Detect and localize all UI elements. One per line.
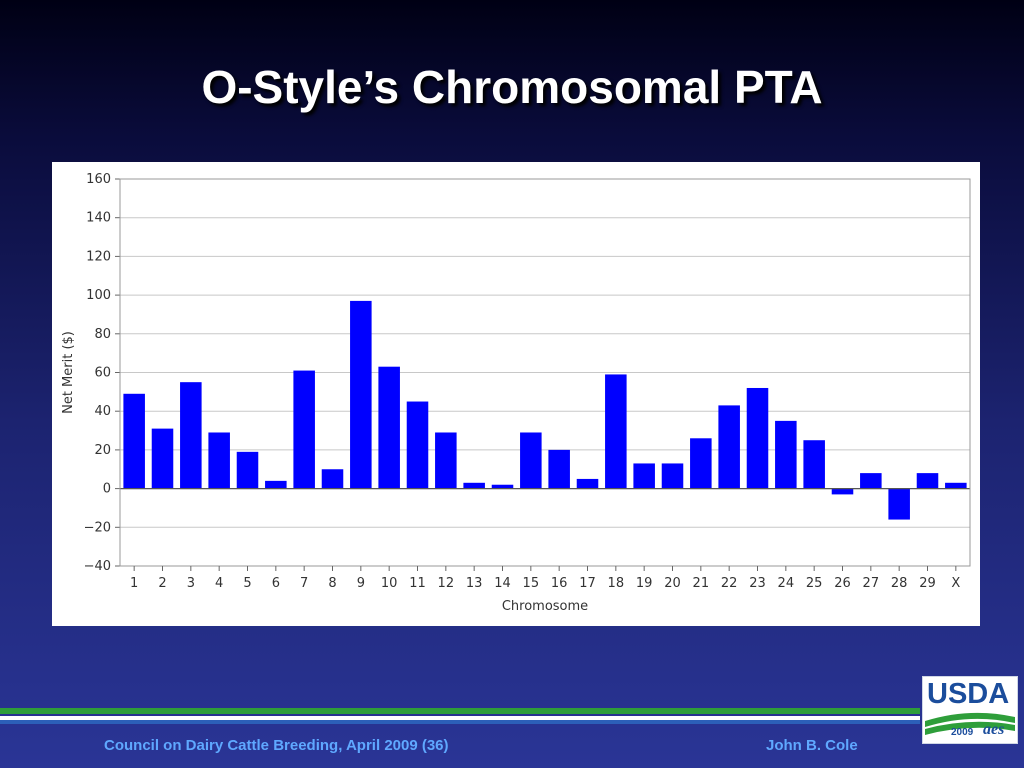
bar — [576, 478, 599, 489]
x-axis-label: Chromosome — [502, 599, 588, 614]
bar — [208, 432, 230, 489]
bar — [151, 428, 174, 489]
bar — [945, 482, 967, 489]
bar — [803, 440, 825, 489]
x-tick-label: 15 — [523, 576, 540, 591]
y-tick-label: 40 — [94, 404, 111, 419]
bar — [860, 473, 882, 489]
bar — [236, 451, 259, 489]
x-tick-label: 22 — [721, 576, 738, 591]
x-tick-label: 8 — [328, 576, 336, 591]
x-tick-label: 21 — [693, 576, 710, 591]
bar — [520, 432, 542, 489]
y-axis-label: Net Merit ($) — [61, 331, 76, 414]
x-tick-label: 29 — [919, 576, 936, 591]
x-tick-label: 24 — [778, 576, 795, 591]
x-tick-label: 5 — [243, 576, 251, 591]
y-tick-label: 0 — [103, 482, 111, 497]
y-tick-label: 140 — [86, 211, 111, 226]
bar — [265, 480, 287, 489]
bar — [888, 488, 910, 520]
y-tick-label: −20 — [84, 520, 111, 535]
x-tick-label: 20 — [664, 576, 681, 591]
footer-conference: Council on Dairy Cattle Breeding, April … — [104, 737, 449, 754]
x-tick-label: 25 — [806, 576, 823, 591]
y-tick-label: 100 — [86, 288, 111, 303]
x-tick-label: 26 — [834, 576, 851, 591]
x-tick-label: 12 — [438, 576, 455, 591]
bar — [605, 374, 627, 489]
x-tick-label: 27 — [863, 576, 880, 591]
bar — [321, 469, 344, 489]
bar — [831, 488, 854, 495]
plot-frame — [119, 178, 971, 567]
footer-stripe-white — [0, 716, 920, 720]
footer-author: John B. Cole — [766, 737, 858, 754]
bar — [463, 482, 485, 489]
x-tick-label: 11 — [409, 576, 426, 591]
footer-stripe-green — [0, 708, 920, 714]
usda-logo-text: USDA — [927, 678, 1010, 710]
usda-logo-year: 2009 — [951, 727, 974, 738]
bar — [406, 401, 429, 489]
x-tick-label: 9 — [357, 576, 365, 591]
y-tick-label: 20 — [94, 443, 111, 458]
bar — [491, 484, 514, 489]
bar — [435, 432, 457, 489]
y-tick-label: 60 — [94, 366, 111, 381]
bar — [123, 393, 145, 489]
y-tick-label: 120 — [86, 249, 111, 264]
chart-panel: −40 −20 0 20 40 60 80 100 120 140 160 1 2 3 4 5 6 7 8 9 10 11… — [52, 162, 980, 626]
bar — [548, 449, 570, 489]
x-tick-label: 13 — [466, 576, 483, 591]
bar — [378, 366, 400, 489]
bar — [661, 463, 684, 489]
bar — [180, 382, 202, 489]
x-tick-label: 23 — [749, 576, 766, 591]
x-tick-label: 28 — [891, 576, 908, 591]
x-tick-label: 19 — [636, 576, 653, 591]
bar — [718, 405, 740, 489]
x-tick-label: 18 — [608, 576, 625, 591]
x-tick-label: 16 — [551, 576, 568, 591]
bar — [746, 387, 769, 489]
usda-field-icon — [925, 712, 1015, 735]
x-tick-label: 17 — [579, 576, 596, 591]
bar — [775, 420, 797, 489]
bar — [350, 300, 372, 489]
x-tick-label: 3 — [187, 576, 195, 591]
x-tick-label: 1 — [130, 576, 138, 591]
x-tick-label: 6 — [272, 576, 280, 591]
aes-logo-mark: aes — [983, 721, 1005, 738]
x-tick-label: 4 — [215, 576, 223, 591]
x-tick-label: 14 — [494, 576, 511, 591]
bar — [690, 438, 712, 489]
x-tick-label: 2 — [158, 576, 166, 591]
y-tick-label: 80 — [94, 327, 111, 342]
footer-stripe-blue — [0, 720, 920, 724]
x-tick-label: X — [951, 576, 960, 591]
y-tick-label: −40 — [84, 559, 111, 574]
bar — [633, 463, 655, 489]
x-tick-label: 7 — [300, 576, 308, 591]
slide-title: O-Style’s Chromosomal PTA — [201, 61, 823, 113]
bar — [293, 370, 315, 489]
usda-logo: USDA 2009 aes — [922, 676, 1018, 744]
x-tick-label: 10 — [381, 576, 398, 591]
y-tick-label: 160 — [86, 172, 111, 187]
bar — [916, 473, 939, 489]
